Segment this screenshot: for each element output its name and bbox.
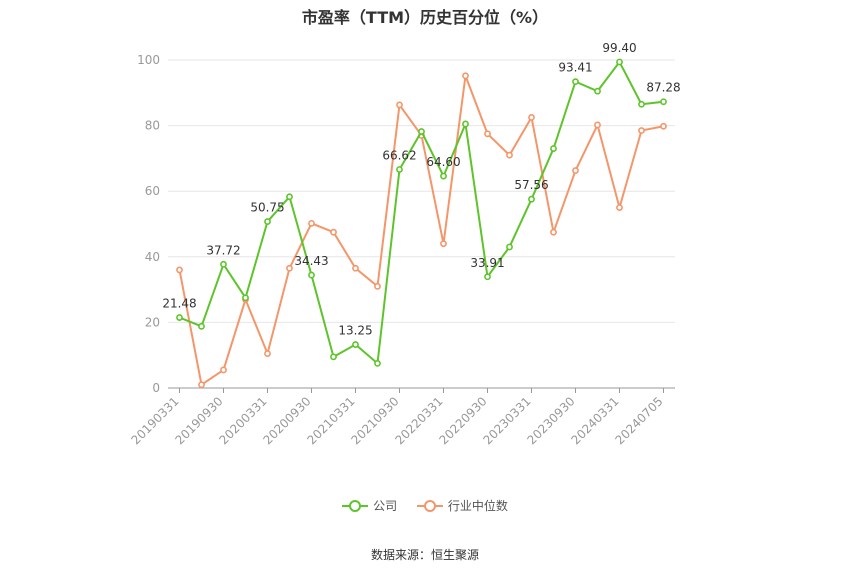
data-point-industry-median xyxy=(220,366,227,374)
data-point-company xyxy=(396,166,403,173)
data-label: 34.43 xyxy=(294,254,328,268)
data-label: 64.60 xyxy=(426,155,460,169)
data-label: 87.28 xyxy=(646,81,680,95)
data-point-industry-median xyxy=(528,114,535,121)
data-label: 13.25 xyxy=(338,324,372,338)
data-point-industry-median xyxy=(308,219,315,227)
data-point-industry-median xyxy=(550,228,557,236)
data-point-company xyxy=(264,218,271,225)
data-point-industry-median xyxy=(462,72,469,80)
legend-item-company[interactable]: 公司 xyxy=(342,497,397,514)
data-point-industry-median xyxy=(616,204,623,211)
y-tick-label: 100 xyxy=(137,53,160,67)
y-tick-label: 60 xyxy=(145,184,160,198)
data-label: 21.48 xyxy=(162,297,196,311)
data-point-company xyxy=(484,273,491,281)
data-point-industry-median xyxy=(374,282,381,290)
data-label: 50.75 xyxy=(250,201,284,215)
legend-swatch-industry-median xyxy=(416,499,443,512)
source-note: 数据来源：恒生聚源 xyxy=(370,548,479,562)
data-point-industry-median xyxy=(506,151,513,159)
data-label: 99.40 xyxy=(602,41,636,55)
data-label: 37.72 xyxy=(206,243,240,257)
data-point-company xyxy=(528,195,535,203)
data-point-company xyxy=(352,341,359,348)
data-point-industry-median xyxy=(440,240,447,248)
data-point-company xyxy=(462,120,469,128)
y-tick-label: 0 xyxy=(152,381,160,395)
y-tick-label: 20 xyxy=(145,315,160,329)
legend: 公司 行业中位数 xyxy=(0,497,850,516)
data-point-industry-median xyxy=(484,130,491,138)
legend-label-industry-median: 行业中位数 xyxy=(447,499,508,513)
data-point-company xyxy=(286,193,293,201)
data-point-industry-median xyxy=(638,127,645,134)
data-point-industry-median xyxy=(198,381,205,389)
data-label: 66.62 xyxy=(382,148,416,162)
data-point-industry-median xyxy=(176,266,183,274)
legend-swatch-company xyxy=(342,499,369,512)
data-point-industry-median xyxy=(264,350,271,357)
data-point-company xyxy=(594,87,601,95)
data-label: 93.41 xyxy=(558,61,592,75)
data-point-company xyxy=(440,172,447,180)
data-point-company xyxy=(572,78,579,86)
y-tick-label: 80 xyxy=(145,119,160,133)
data-point-company xyxy=(638,100,645,108)
data-label: 33.91 xyxy=(470,256,504,270)
data-label: 57.56 xyxy=(514,178,548,192)
data-point-company xyxy=(374,359,381,367)
data-point-industry-median xyxy=(330,228,337,236)
data-point-industry-median xyxy=(660,122,667,130)
data-point-company xyxy=(616,58,623,66)
series-line-industry-median xyxy=(178,74,664,386)
data-point-industry-median xyxy=(396,101,403,109)
data-point-company xyxy=(308,271,315,279)
x-tick-label: 20240705 xyxy=(613,394,666,447)
y-tick-label: 40 xyxy=(145,250,160,264)
data-point-company xyxy=(176,314,183,321)
data-point-company xyxy=(506,243,513,251)
data-point-company xyxy=(550,145,557,152)
legend-item-industry-median[interactable]: 行业中位数 xyxy=(416,497,508,514)
data-point-company xyxy=(330,353,337,361)
chart-title: 市盈率（TTM）历史百分位（%） xyxy=(301,8,549,27)
data-point-company xyxy=(242,294,249,302)
legend-label-company: 公司 xyxy=(373,499,398,513)
data-point-company xyxy=(660,98,667,106)
data-point-company xyxy=(198,322,205,330)
data-point-industry-median xyxy=(286,264,293,272)
data-point-company xyxy=(220,260,227,268)
data-point-industry-median xyxy=(594,121,601,129)
data-point-industry-median xyxy=(572,167,579,174)
data-point-industry-median xyxy=(352,264,359,272)
data-point-company xyxy=(418,128,425,135)
